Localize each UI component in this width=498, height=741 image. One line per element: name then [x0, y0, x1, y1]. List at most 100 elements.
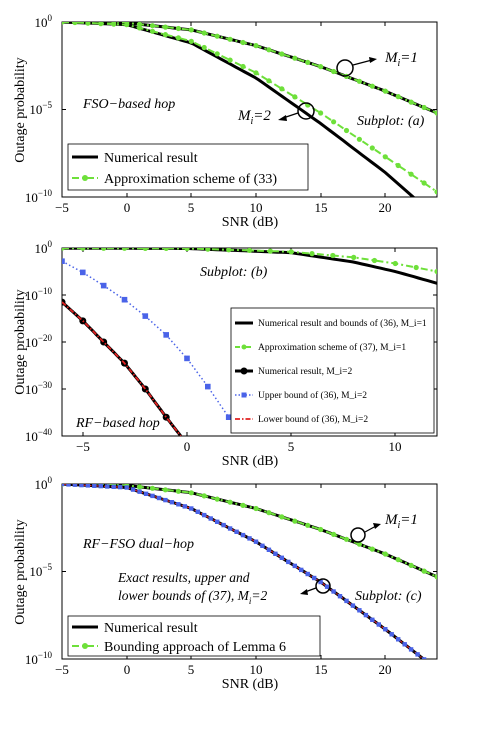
- data-point: [234, 529, 239, 534]
- arrow: [364, 525, 377, 533]
- ytick-label: 10−40: [25, 427, 53, 444]
- data-point: [408, 171, 414, 177]
- data-point: [351, 254, 357, 260]
- data-point: [188, 38, 194, 44]
- data-point: [150, 493, 155, 499]
- data-point: [189, 506, 194, 511]
- data-point: [253, 539, 259, 544]
- exact-annotation-line2: lower bounds of (37), Mi=2: [118, 588, 268, 606]
- ytick-label: 100: [35, 475, 53, 492]
- x-axis-label: SNR (dB): [222, 215, 279, 230]
- legend-entry: Numerical result, M_i=2: [258, 367, 353, 377]
- data-point: [184, 355, 190, 362]
- data-point: [434, 189, 437, 195]
- data-point: [292, 94, 298, 100]
- data-point: [395, 162, 401, 169]
- legend-box: [67, 615, 321, 657]
- data-point: [101, 248, 107, 251]
- subplot-annotation: Subplot: (c): [355, 589, 422, 604]
- data-point: [240, 63, 246, 70]
- arrowhead: [369, 57, 377, 63]
- data-point: [214, 496, 220, 502]
- data-point: [266, 510, 272, 516]
- xtick-label: 20: [379, 200, 392, 215]
- hop-annotation: FSO−based hop: [82, 97, 175, 112]
- subplot-c: −5 0 5 10 15 20 100 10−5 10−10 SNR (dB) …: [13, 475, 439, 692]
- data-point: [299, 567, 304, 573]
- data-point: [357, 608, 362, 613]
- data-point: [162, 24, 168, 30]
- data-point: [434, 574, 437, 580]
- data-point: [343, 536, 350, 542]
- data-point: [105, 484, 110, 489]
- hop-annotation: RF−FSO dual−hop: [82, 537, 194, 552]
- data-point: [331, 119, 337, 125]
- legend: Numerical result Bounding approach of Le…: [67, 615, 321, 657]
- data-point: [331, 531, 337, 538]
- data-point: [292, 563, 297, 569]
- data-point: [188, 490, 194, 496]
- data-point: [156, 495, 162, 501]
- legend-entry: Numerical result: [104, 151, 198, 166]
- xtick-label: 10: [250, 662, 263, 677]
- legend-marker: [240, 367, 248, 375]
- m2-annotation: [300, 578, 331, 595]
- data-point: [137, 484, 143, 490]
- data-point: [182, 504, 187, 509]
- data-point: [435, 667, 439, 671]
- legend-entry: Numerical result and bounds of (36), M_i…: [258, 318, 427, 329]
- data-point: [226, 248, 232, 253]
- series-layer: [62, 22, 437, 197]
- data-point: [149, 28, 156, 34]
- y-axis-label: Outage probability: [13, 519, 28, 624]
- series-layer: [62, 248, 437, 436]
- data-point: [253, 505, 259, 512]
- xtick-label: 0: [124, 200, 131, 215]
- data-point: [389, 632, 394, 637]
- legend-entry: Approximation scheme of (33): [104, 172, 277, 187]
- data-point: [402, 642, 407, 647]
- legend-entry: Approximation scheme of (37), M_i=1: [258, 342, 406, 353]
- xtick-label: 20: [379, 662, 392, 677]
- ytick-label: 10−10: [25, 188, 53, 205]
- y-tick-labels: 100 10−10 10−20 10−30 10−40: [25, 239, 53, 444]
- ytick-label: 100: [35, 13, 53, 30]
- data-point: [201, 30, 207, 36]
- marker-ellipse: [297, 102, 315, 120]
- legend-entry: Bounding approach of Lemma 6: [104, 640, 286, 655]
- xtick-label: 5: [188, 662, 195, 677]
- x-axis-label: SNR (dB): [222, 454, 279, 469]
- y-tick-labels: 100 10−5 10−10: [25, 13, 53, 205]
- data-point: [201, 44, 207, 51]
- data-point: [227, 57, 233, 63]
- ytick-label: 10−20: [25, 333, 53, 350]
- series-line: [62, 484, 437, 578]
- data-point: [415, 652, 420, 657]
- y-tick-labels: 100 10−5 10−10: [25, 475, 53, 667]
- data-point: [111, 484, 116, 489]
- data-point: [195, 509, 200, 514]
- data-point: [247, 536, 252, 541]
- data-point: [370, 617, 375, 622]
- data-point: [214, 33, 220, 39]
- data-point: [246, 248, 253, 253]
- data-point: [371, 257, 378, 264]
- legend-entry: Numerical result: [104, 621, 198, 636]
- data-point: [356, 541, 362, 547]
- data-point: [279, 555, 284, 560]
- data-point: [279, 86, 285, 92]
- legend-marker: [241, 392, 247, 398]
- data-point: [163, 497, 168, 503]
- data-point: [382, 154, 388, 160]
- data-point: [62, 258, 65, 264]
- data-point: [124, 485, 129, 490]
- data-point: [382, 551, 388, 557]
- m1-label: Mi=1: [384, 512, 418, 531]
- data-point: [227, 499, 233, 505]
- data-point: [350, 603, 356, 608]
- data-point: [330, 252, 336, 259]
- data-point: [62, 248, 65, 251]
- data-point: [130, 487, 136, 492]
- xtick-label: −5: [76, 439, 90, 454]
